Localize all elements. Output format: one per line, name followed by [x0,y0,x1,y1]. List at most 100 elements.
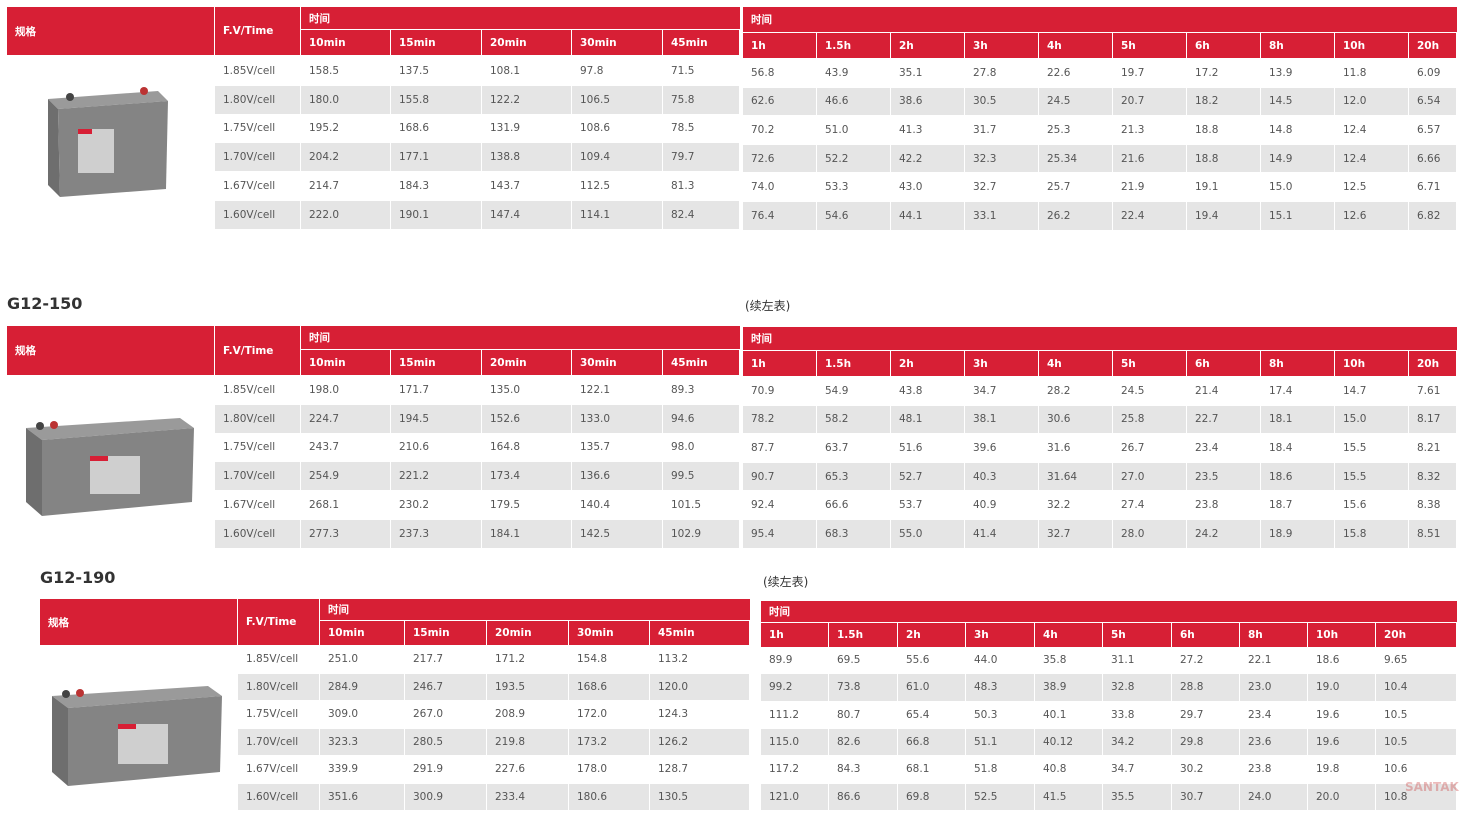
value-cell: 26.7 [1113,434,1186,462]
column-header: 20h [1409,33,1456,58]
voltage-cell: 1.80V/cell [215,404,300,433]
value-cell: 15.0 [1261,173,1334,201]
value-cell: 121.0 [761,783,828,810]
value-cell: 98.0 [663,433,739,462]
value-cell: 55.0 [891,520,964,548]
value-cell: 173.4 [482,462,571,491]
column-header: 45min [650,621,749,645]
value-cell: 143.7 [482,172,571,200]
value-cell: 102.9 [663,520,739,548]
value-cell: 9.65 [1376,647,1456,674]
column-header: 30min [572,30,662,55]
value-cell: 251.0 [320,646,404,673]
value-cell: 52.7 [891,462,964,491]
value-cell: 52.2 [817,144,890,173]
column-header: 5h [1103,623,1171,647]
column-header: 10min [301,350,390,375]
value-cell: 33.1 [965,202,1038,230]
column-header: 6h [1187,33,1260,58]
value-cell: 277.3 [301,520,390,548]
value-cell: 17.2 [1187,59,1260,87]
value-cell: 34.7 [1103,756,1171,783]
value-cell: 10.6 [1376,756,1456,783]
value-cell: 300.9 [405,783,486,810]
time-header: 时间 [743,327,1457,350]
value-cell: 28.8 [1172,674,1239,701]
value-cell: 190.1 [391,201,481,229]
value-cell: 48.3 [966,674,1034,701]
value-cell: 35.8 [1035,647,1102,674]
value-cell: 243.7 [301,433,390,462]
voltage-cell: 1.85V/cell [215,57,300,85]
value-cell: 14.7 [1335,377,1408,405]
value-cell: 122.1 [572,376,662,404]
value-cell: 25.3 [1039,116,1112,144]
value-cell: 12.4 [1335,144,1408,173]
value-cell: 20.7 [1113,87,1186,116]
value-cell: 46.6 [817,87,890,116]
value-cell: 164.8 [482,433,571,462]
value-cell: 177.1 [391,143,481,172]
value-cell: 87.7 [743,434,816,462]
value-cell: 309.0 [320,701,404,728]
value-cell: 22.4 [1113,202,1186,230]
value-cell: 14.5 [1261,87,1334,116]
value-cell: 54.9 [817,377,890,405]
value-cell: 19.4 [1187,202,1260,230]
value-cell: 237.3 [391,520,481,548]
value-cell: 158.5 [301,57,390,85]
column-header: 10h [1308,623,1375,647]
value-cell: 30.2 [1172,756,1239,783]
value-cell: 111.2 [761,701,828,728]
value-cell: 19.7 [1113,59,1186,87]
voltage-cell: 1.70V/cell [215,143,300,172]
value-cell: 35.1 [891,59,964,87]
value-cell: 268.1 [301,491,390,519]
voltage-cell: 1.80V/cell [215,85,300,114]
model-title: G12-190 [40,568,116,587]
value-cell: 25.8 [1113,405,1186,434]
value-cell: 43.9 [817,59,890,87]
value-cell: 131.9 [482,114,571,143]
value-cell: 109.4 [572,143,662,172]
value-cell: 66.6 [817,491,890,519]
value-cell: 180.6 [569,783,649,810]
column-header: 5h [1113,33,1186,58]
value-cell: 280.5 [405,728,486,755]
column-header: 20h [1376,623,1456,647]
column-header: 4h [1039,33,1112,58]
value-cell: 23.4 [1187,434,1260,462]
value-cell: 214.7 [301,172,390,200]
value-cell: 18.6 [1308,647,1375,674]
value-cell: 19.8 [1308,756,1375,783]
value-cell: 22.6 [1039,59,1112,87]
column-header: 15min [405,621,486,645]
value-cell: 154.8 [569,646,649,673]
value-cell: 204.2 [301,143,390,172]
value-cell: 142.5 [572,520,662,548]
value-cell: 99.2 [761,674,828,701]
model-title: G12-150 [7,294,83,313]
value-cell: 18.8 [1187,144,1260,173]
value-cell: 138.8 [482,143,571,172]
column-header: 20h [1409,351,1456,376]
value-cell: 21.3 [1113,116,1186,144]
fv-header: F.V/Time [215,7,300,55]
value-cell: 18.4 [1261,434,1334,462]
voltage-cell: 1.85V/cell [215,376,300,404]
voltage-cell: 1.70V/cell [215,462,300,491]
value-cell: 41.4 [965,520,1038,548]
value-cell: 24.2 [1187,520,1260,548]
value-cell: 10.8 [1376,783,1456,810]
value-cell: 219.8 [487,728,568,755]
column-header: 8h [1261,33,1334,58]
column-header: 5h [1113,351,1186,376]
column-header: 20min [482,30,571,55]
column-header: 15min [391,30,481,55]
value-cell: 194.5 [391,404,481,433]
value-cell: 18.2 [1187,87,1260,116]
value-cell: 108.1 [482,57,571,85]
value-cell: 6.54 [1409,87,1456,116]
value-cell: 22.7 [1187,405,1260,434]
value-cell: 351.6 [320,783,404,810]
